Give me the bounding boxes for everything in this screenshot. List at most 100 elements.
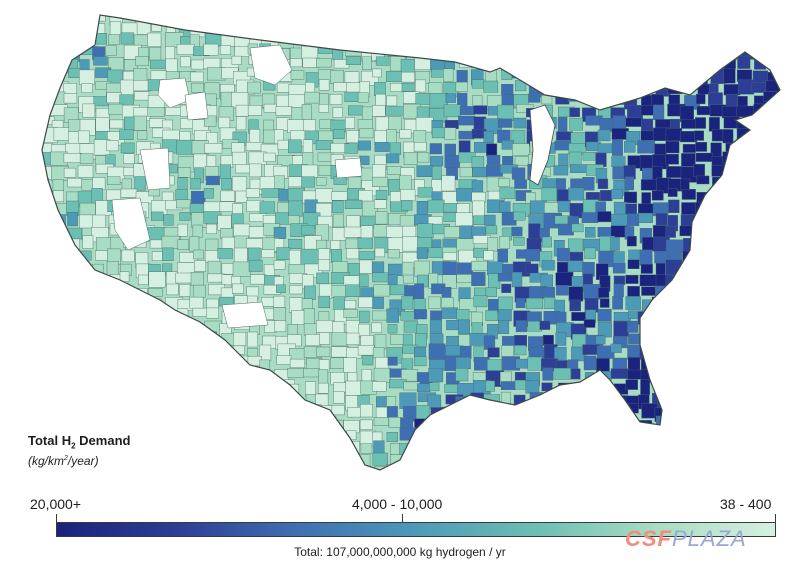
- county-cell: [180, 56, 191, 68]
- county-cell: [653, 335, 669, 346]
- county-cell: [441, 467, 452, 470]
- county-cell: [670, 70, 681, 82]
- county-cell: [597, 407, 610, 419]
- county-cell: [754, 238, 767, 252]
- county-cell: [318, 382, 329, 394]
- county-cell: [682, 71, 694, 86]
- county-cell: [345, 117, 356, 129]
- county-cell: [361, 15, 374, 26]
- county-cell: [400, 189, 416, 202]
- county-cell: [471, 23, 486, 35]
- county-cell: [598, 428, 615, 444]
- county-cell: [401, 199, 413, 211]
- county-cell: [763, 180, 776, 193]
- county-cell: [232, 261, 251, 277]
- county-cell: [695, 467, 712, 470]
- county-cell: [638, 440, 651, 457]
- county-cell: [51, 261, 65, 270]
- county-cell: [526, 33, 543, 43]
- county-cell: [625, 23, 643, 38]
- county-cell: [599, 55, 615, 66]
- county-cell: [626, 82, 643, 95]
- county-cell: [750, 177, 763, 188]
- county-cell: [151, 431, 165, 442]
- county-cell: [611, 156, 626, 168]
- county-cell: [248, 259, 263, 272]
- county-cell: [457, 15, 475, 21]
- county-cell: [134, 176, 146, 191]
- county-cell: [571, 392, 586, 406]
- county-cell: [246, 407, 264, 417]
- county-cell: [750, 31, 767, 42]
- county-cell: [680, 334, 699, 345]
- county-cell: [344, 300, 357, 309]
- county-cell: [207, 439, 222, 452]
- county-cell: [584, 247, 597, 259]
- county-cell: [161, 15, 179, 25]
- county-cell: [53, 127, 70, 141]
- county-cell: [316, 443, 334, 455]
- county-cell: [315, 15, 331, 26]
- county-cell: [724, 167, 736, 180]
- county-cell: [487, 261, 504, 276]
- county-cell: [262, 418, 278, 434]
- county-cell: [653, 104, 665, 120]
- county-cell: [386, 396, 397, 408]
- county-cell: [123, 416, 134, 427]
- county-cell: [165, 464, 176, 470]
- county-cell: [599, 19, 616, 31]
- county-cell: [42, 45, 58, 57]
- county-cell: [455, 212, 473, 227]
- county-cell: [444, 155, 460, 168]
- county-cell: [217, 215, 232, 231]
- county-cell: [403, 274, 414, 284]
- county-cell: [668, 452, 684, 465]
- county-cell: [627, 104, 643, 120]
- county-cell: [694, 130, 704, 141]
- county-cell: [624, 34, 639, 50]
- county-cell: [707, 415, 718, 427]
- county-cell: [525, 249, 540, 262]
- county-cell: [681, 466, 694, 470]
- county-cell: [612, 296, 624, 310]
- county-cell: [163, 321, 182, 337]
- county-cell: [343, 309, 358, 318]
- county-cell: [357, 35, 372, 51]
- county-cell: [625, 117, 644, 127]
- county-cell: [277, 139, 290, 150]
- county-cell: [344, 143, 358, 154]
- county-cell: [107, 287, 124, 297]
- county-cell: [710, 295, 721, 310]
- county-cell: [42, 404, 57, 418]
- county-cell: [680, 300, 697, 316]
- county-cell: [782, 48, 794, 64]
- county-cell: [750, 139, 764, 152]
- county-cell: [274, 175, 285, 189]
- county-cell: [651, 368, 663, 381]
- county-cell: [175, 406, 192, 423]
- county-cell: [120, 79, 134, 95]
- county-cell: [331, 285, 347, 298]
- county-cell: [164, 429, 181, 446]
- county-cell: [764, 442, 777, 453]
- county-cell: [331, 332, 348, 347]
- county-cell: [375, 56, 391, 66]
- county-cell: [191, 428, 207, 442]
- county-cell: [613, 283, 624, 298]
- county-cell: [584, 22, 599, 38]
- county-cell: [263, 152, 276, 162]
- county-cell: [359, 128, 374, 139]
- county-cell: [386, 464, 401, 470]
- county-cell: [639, 321, 653, 336]
- county-cell: [276, 15, 292, 20]
- county-cell: [204, 143, 223, 154]
- county-cell: [93, 310, 112, 322]
- county-cell: [302, 19, 314, 29]
- county-cell: [177, 223, 188, 237]
- county-cell: [53, 91, 66, 107]
- county-cell: [456, 463, 467, 470]
- county-cell: [429, 21, 443, 36]
- county-cell: [541, 260, 555, 271]
- county-cell: [500, 23, 514, 39]
- county-cell: [288, 200, 303, 217]
